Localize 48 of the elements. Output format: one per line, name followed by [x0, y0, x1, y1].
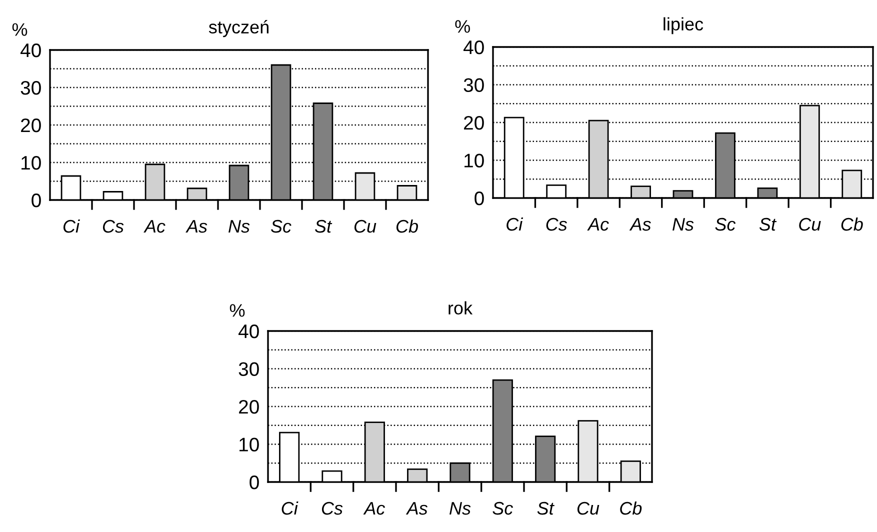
- y-axis-title: %: [230, 304, 245, 317]
- x-tick-label: Cb: [396, 219, 418, 233]
- x-tick-label: Cs: [102, 220, 124, 233]
- x-tick-label: Cu: [799, 218, 821, 231]
- x-tick-label: Ns: [228, 220, 250, 233]
- y-tick-label: 10: [240, 438, 259, 452]
- x-tick-label: Cu: [354, 220, 376, 233]
- x-tick-label: Sc: [715, 218, 736, 231]
- y-axis-title: %: [455, 20, 470, 33]
- x-tick-label: Sc: [492, 502, 513, 515]
- x-tick-label: As: [186, 220, 208, 233]
- x-tick-label: Ac: [363, 502, 385, 515]
- y-tick-label: 20: [21, 118, 41, 132]
- x-tick-label: Ci: [282, 501, 298, 515]
- x-tick-label: Cu: [577, 502, 600, 515]
- y-tick-label: 30: [238, 362, 259, 376]
- y-tick-label: 20: [464, 116, 484, 130]
- x-tick-label: Ac: [587, 218, 609, 231]
- y-tick-label: 30: [20, 80, 41, 95]
- x-tick-label: St: [314, 220, 332, 233]
- y-tick-label: 30: [464, 78, 484, 92]
- y-tick-label: 0: [474, 191, 484, 206]
- x-tick-label: As: [629, 218, 651, 231]
- x-tick-label: St: [759, 218, 777, 231]
- x-tick-label: Cs: [322, 502, 343, 515]
- x-tick-label: Sc: [270, 220, 292, 233]
- y-tick-label: 40: [20, 43, 41, 58]
- y-tick-label: 10: [464, 154, 484, 168]
- x-tick-label: Ns: [672, 218, 694, 231]
- x-tick-label: Ci: [63, 219, 80, 233]
- y-tick-label: 0: [32, 193, 41, 208]
- y-tick-label: 40: [238, 324, 259, 338]
- x-tick-label: Ns: [450, 502, 471, 515]
- y-tick-label: 10: [22, 156, 41, 170]
- y-tick-label: 40: [463, 40, 484, 54]
- chart-title: styczeń: [208, 20, 268, 38]
- x-tick-label: As: [406, 502, 428, 515]
- chart-title: lipiec: [664, 17, 704, 34]
- x-tick-label: Ci: [506, 217, 524, 231]
- x-tick-label: Cs: [546, 218, 567, 231]
- y-tick-label: 20: [239, 400, 259, 414]
- x-tick-label: Cb: [841, 217, 863, 231]
- x-tick-label: Cb: [620, 501, 642, 515]
- x-tick-label: St: [537, 502, 554, 515]
- y-axis-title: %: [12, 23, 28, 36]
- chart-title: rok: [448, 301, 473, 315]
- x-tick-label: Ac: [144, 220, 166, 233]
- y-tick-label: 0: [250, 475, 259, 490]
